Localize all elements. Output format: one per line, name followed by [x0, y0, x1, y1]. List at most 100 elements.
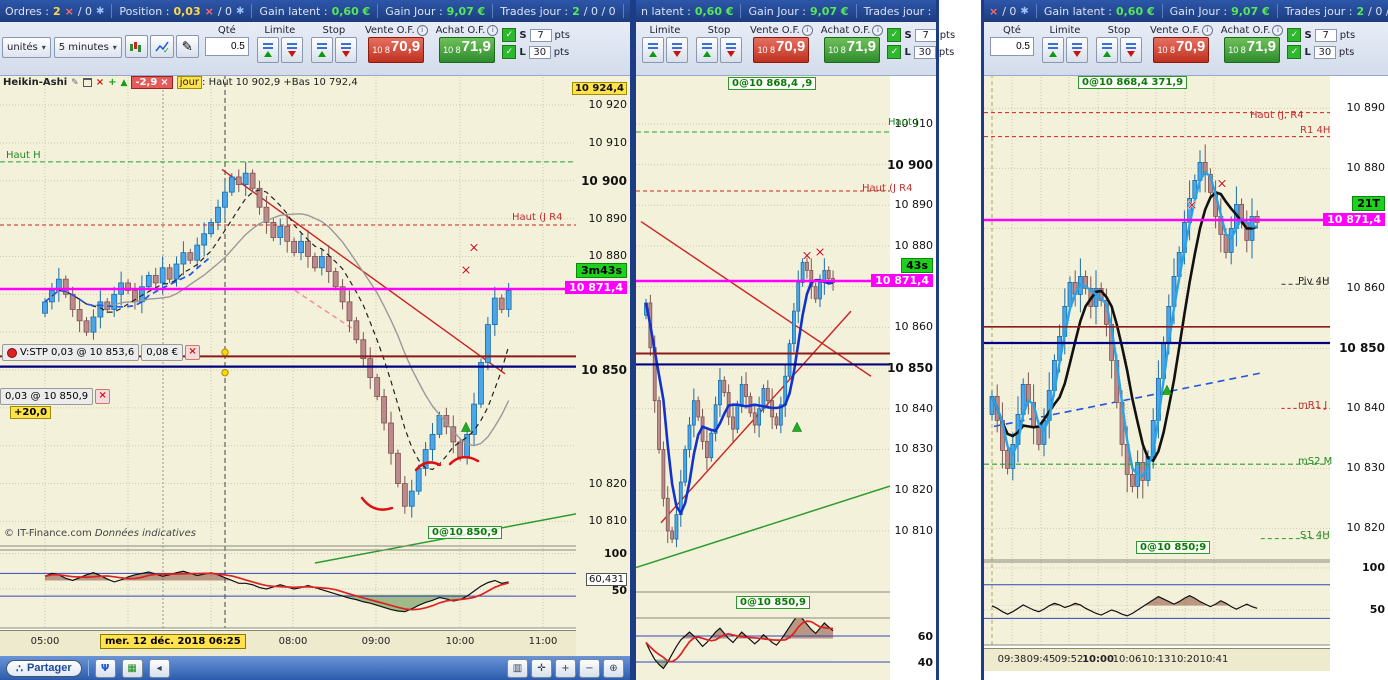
- buy-stop-button[interactable]: [696, 37, 718, 63]
- candle: [709, 432, 714, 459]
- sell-market-button[interactable]: 10 8 70,9: [753, 37, 810, 63]
- candle: [201, 233, 208, 246]
- candle: [735, 404, 740, 430]
- limit-pts-input[interactable]: 30: [913, 45, 936, 59]
- chart-window-icon[interactable]: ▥: [507, 658, 528, 678]
- add-icon[interactable]: +: [108, 77, 117, 88]
- sell-market-button[interactable]: 10 8 70,9: [1153, 37, 1210, 63]
- timeframe-dropdown[interactable]: 5 minutes ▾: [53, 37, 122, 58]
- position-box[interactable]: 0,03 @ 10 850,9: [0, 388, 94, 405]
- info-icon[interactable]: i: [801, 25, 813, 36]
- trading-toolbar: Limite Stop Vente O.F. i 10 8 70,9 Achat O…: [636, 22, 955, 76]
- limit-pts-input[interactable]: 30: [1313, 45, 1336, 59]
- candle: [1041, 419, 1047, 445]
- wrench-icon[interactable]: ✎: [71, 77, 79, 88]
- buy-price-prefix: 10 8: [1228, 45, 1246, 55]
- order-dot-marker[interactable]: [221, 348, 229, 356]
- sell-stop-button[interactable]: [720, 37, 742, 63]
- position-badge[interactable]: -2,9 ×: [131, 76, 173, 89]
- candle: [450, 426, 457, 443]
- candle: [429, 433, 436, 450]
- buy-limit-button[interactable]: [642, 37, 664, 63]
- order-dot-marker[interactable]: [221, 368, 229, 377]
- zoom-out-icon[interactable]: −: [579, 658, 600, 678]
- qty-input[interactable]: [204, 37, 249, 56]
- sell-market-button[interactable]: 10 8 70,9: [368, 37, 425, 63]
- close-icon[interactable]: ×: [204, 4, 214, 18]
- chart-style-button[interactable]: [124, 35, 149, 58]
- info-icon[interactable]: i: [872, 25, 884, 36]
- info-icon[interactable]: i: [487, 25, 499, 36]
- buy-stop-button[interactable]: [310, 37, 333, 63]
- collapse-icon[interactable]: ◂: [148, 658, 170, 678]
- close-icon[interactable]: ×: [95, 77, 105, 88]
- buy-market-button[interactable]: 10 8 71,9: [1224, 37, 1281, 63]
- stop-pts-input[interactable]: 7: [914, 28, 937, 42]
- share-button[interactable]: ∴ Partager: [6, 659, 82, 677]
- limit-checkbox[interactable]: ✓: [502, 45, 517, 59]
- indicators-button[interactable]: ✓: [150, 35, 174, 58]
- buy-limit-button[interactable]: [1042, 37, 1064, 63]
- price-axis-tick: 10 840: [1346, 401, 1386, 415]
- limit-checkbox[interactable]: ✓: [1287, 45, 1302, 59]
- share-icon: ∴: [16, 662, 23, 675]
- zoom-reset-icon[interactable]: ⊕: [603, 658, 624, 678]
- close-icon[interactable]: ×: [160, 77, 169, 88]
- cancel-order-button[interactable]: ×: [185, 345, 201, 360]
- buy-arrow-marker[interactable]: ▲: [461, 419, 472, 434]
- anchor-icon[interactable]: Ψ: [94, 658, 116, 678]
- settings-gear-icon[interactable]: ✱: [236, 5, 245, 17]
- limit-pts-input[interactable]: 30: [528, 45, 551, 59]
- close-position-button[interactable]: ×: [95, 389, 111, 404]
- buy-arrow-marker[interactable]: ▲: [792, 419, 803, 434]
- sell-limit-button[interactable]: [666, 37, 688, 63]
- stop-checkbox[interactable]: ✓: [1287, 28, 1302, 42]
- info-icon[interactable]: i: [416, 25, 428, 36]
- account-infobar: n latent :0,60 € Gain Jour :9,07 € Trades …: [636, 0, 936, 22]
- settings-gear-icon[interactable]: ✱: [1020, 5, 1029, 17]
- sell-stop-button[interactable]: [334, 37, 357, 63]
- pts-label: pts: [938, 46, 955, 58]
- table-icon[interactable]: ▦: [121, 658, 143, 678]
- order-x-marker[interactable]: ×: [1216, 176, 1228, 193]
- position-gain-badge: +20,0: [10, 406, 52, 419]
- settings-gear-icon[interactable]: ✱: [96, 5, 105, 17]
- limit-checkbox[interactable]: ✓: [887, 45, 902, 59]
- buy-arrow-marker[interactable]: ▲: [1162, 382, 1173, 397]
- order-x-marker[interactable]: ×: [468, 240, 480, 257]
- popup-window-icon[interactable]: [82, 78, 92, 87]
- sell-stop-button[interactable]: [1120, 37, 1142, 63]
- crosshair-icon[interactable]: ✛: [531, 658, 552, 678]
- close-icon[interactable]: ×: [989, 4, 999, 18]
- info-icon[interactable]: i: [1201, 25, 1213, 36]
- settings-wrench-button[interactable]: ✎: [175, 35, 199, 58]
- order-x-marker[interactable]: ×: [460, 262, 472, 279]
- qty-input[interactable]: [990, 37, 1034, 56]
- candle: [291, 240, 298, 254]
- order-x-marker[interactable]: ×: [814, 244, 826, 261]
- buy-stop-button[interactable]: [1096, 37, 1118, 63]
- stop-checkbox[interactable]: ✓: [502, 28, 517, 42]
- buy-market-button[interactable]: 10 8 71,9: [824, 37, 881, 63]
- price-axis-tick: 10 880: [894, 238, 934, 252]
- order-x-marker[interactable]: ×: [1186, 197, 1198, 214]
- stop-pts-input[interactable]: 7: [529, 28, 552, 42]
- buy-limit-button[interactable]: [256, 37, 279, 63]
- zoom-in-icon[interactable]: +: [555, 658, 576, 678]
- candle: [76, 309, 83, 322]
- stop-pts-input[interactable]: 7: [1314, 28, 1337, 42]
- sell-limit-button[interactable]: [1066, 37, 1088, 63]
- infobar-text: Trades jour :: [863, 4, 932, 18]
- oscillator-pane: [0, 570, 576, 613]
- close-icon[interactable]: ×: [64, 4, 74, 18]
- buy-market-button[interactable]: 10 8 71,9: [438, 37, 495, 63]
- sell-limit-button[interactable]: [280, 37, 303, 63]
- candle: [111, 293, 118, 310]
- stop-order-box[interactable]: V:STP 0,03 @ 10 853,6: [2, 344, 140, 361]
- units-dropdown[interactable]: unités ▾: [2, 37, 51, 58]
- order-x-marker[interactable]: ×: [801, 248, 813, 265]
- stop-label: Stop: [1107, 25, 1131, 36]
- price-axis: 10 910 10 900 10 890 10 880 10 860 10 850 10 8…: [871, 74, 936, 680]
- info-icon[interactable]: i: [1272, 25, 1284, 36]
- stop-checkbox[interactable]: ✓: [887, 28, 902, 42]
